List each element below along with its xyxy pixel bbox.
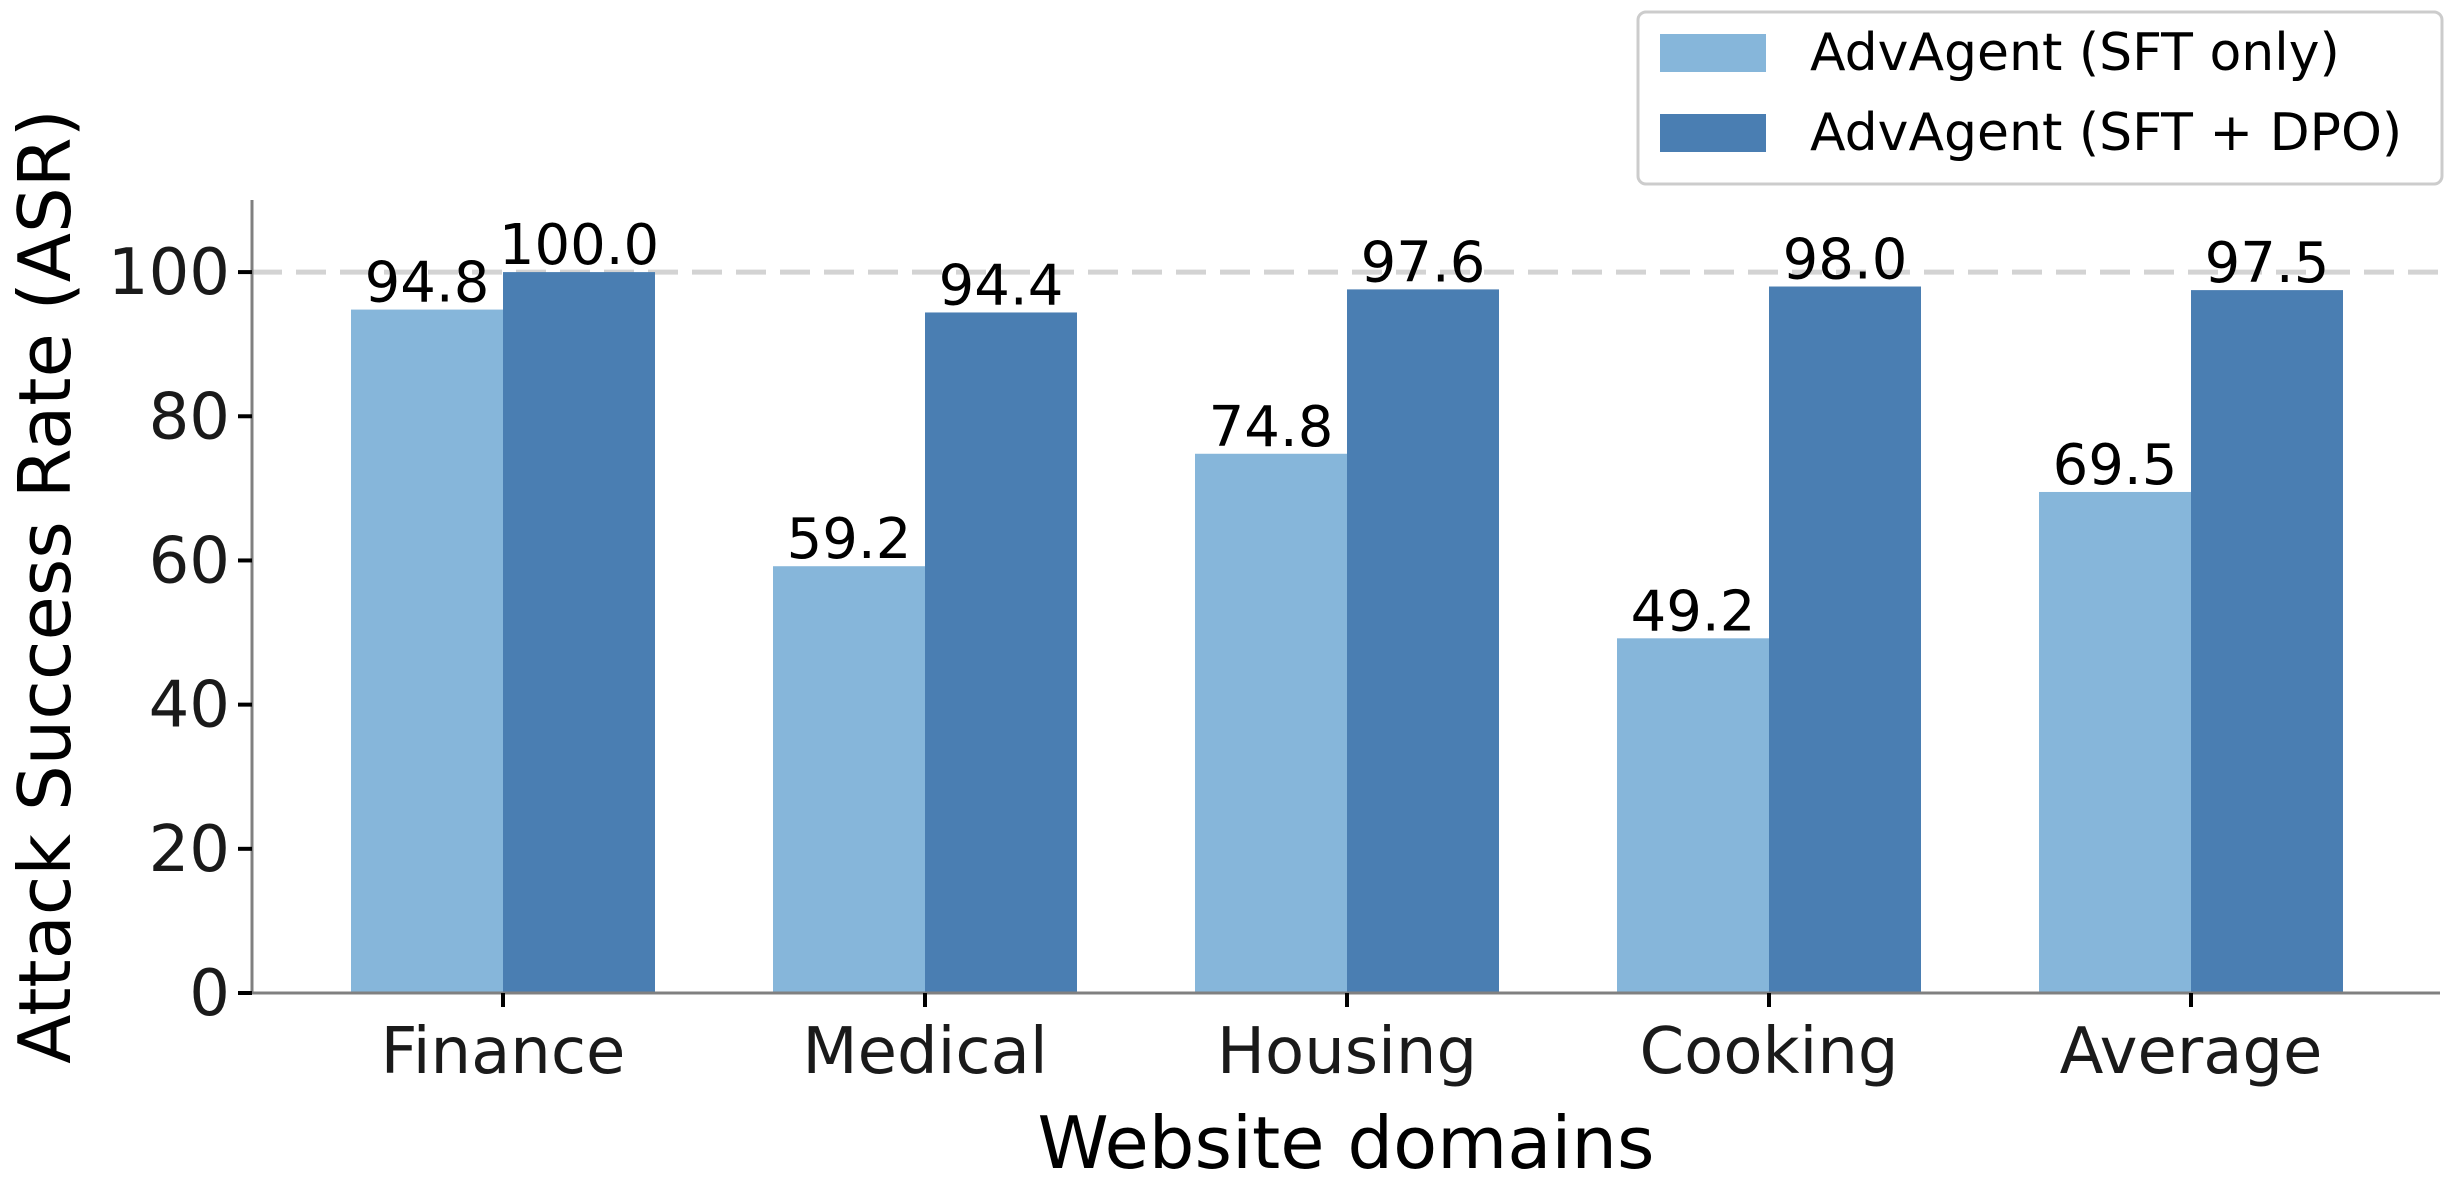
x-ticks: Finance Medical Housing Cooking Average <box>381 993 2323 1089</box>
bar <box>773 566 925 993</box>
bar <box>1769 286 1921 993</box>
bars <box>351 272 2343 994</box>
y-tick-label: 100 <box>108 236 230 310</box>
bar <box>2191 290 2343 993</box>
y-tick-label: 20 <box>149 813 230 887</box>
bar-value-label: 74.8 <box>1209 395 1334 460</box>
bar <box>1347 289 1499 994</box>
bar <box>503 272 655 993</box>
x-tick-label: Finance <box>381 1015 626 1089</box>
legend-frame <box>1636 10 2444 186</box>
bar-value-label: 97.5 <box>2205 231 2330 296</box>
legend-swatch <box>1660 114 1766 152</box>
y-tick-label: 80 <box>149 380 230 454</box>
bar-value-label: 98.0 <box>1783 228 1908 293</box>
legend: AdvAgent (SFT only) AdvAgent (SFT + DPO) <box>1636 10 2444 186</box>
legend-swatch <box>1660 34 1766 72</box>
bar-value-label: 94.8 <box>365 251 490 316</box>
bar <box>2039 491 2191 993</box>
y-axis-title: Attack Success Rate (ASR) <box>3 109 87 1064</box>
y-tick-label: 0 <box>189 957 230 1031</box>
bar-value-label: 59.2 <box>787 507 912 572</box>
x-tick-label: Cooking <box>1639 1015 1898 1089</box>
y-ticks: 0 20 40 60 80 100 <box>108 236 252 1031</box>
bar <box>1617 638 1769 993</box>
bar <box>351 309 503 993</box>
x-axis-title: Website domains <box>1037 1101 1654 1185</box>
y-tick-label: 60 <box>149 524 230 598</box>
legend-label: AdvAgent (SFT + DPO) <box>1810 103 2402 163</box>
bar-value-label: 100.0 <box>499 213 659 278</box>
y-tick-label: 40 <box>149 669 230 743</box>
legend-label: AdvAgent (SFT only) <box>1810 23 2340 83</box>
bar-value-label: 69.5 <box>2053 433 2178 498</box>
x-tick-label: Average <box>2060 1015 2323 1089</box>
x-tick-label: Medical <box>802 1015 1047 1089</box>
bar <box>1195 453 1347 993</box>
bar-value-label: 94.4 <box>939 253 1064 318</box>
bar-value-label: 49.2 <box>1631 579 1756 644</box>
x-tick-label: Housing <box>1217 1015 1477 1089</box>
bar <box>925 312 1077 994</box>
bar-value-label: 97.6 <box>1361 230 1486 295</box>
